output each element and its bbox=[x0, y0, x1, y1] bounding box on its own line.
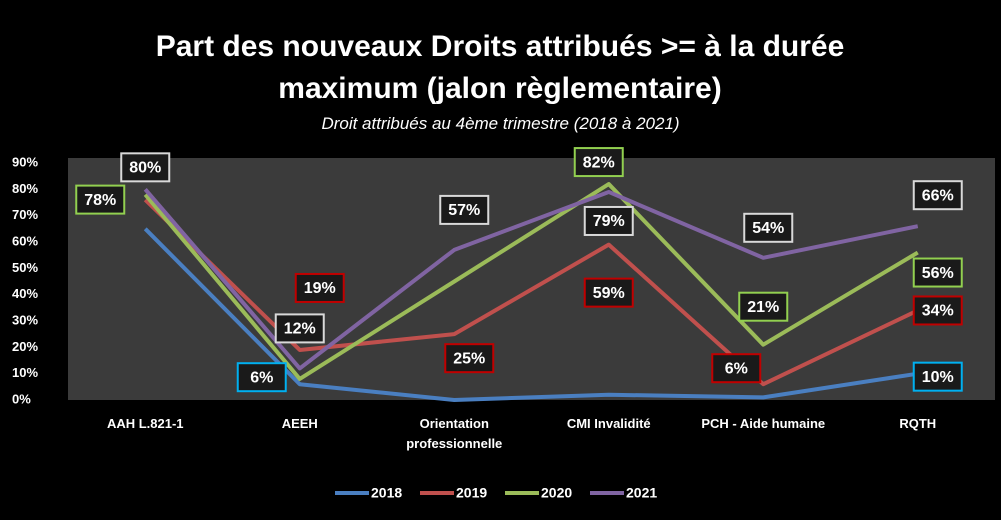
data-label-box bbox=[583, 205, 634, 236]
data-label: 34% bbox=[922, 303, 954, 320]
data-label: 78% bbox=[84, 192, 116, 209]
data-label-box bbox=[573, 147, 624, 178]
y-tick-label: 50% bbox=[12, 260, 38, 275]
data-label: 6% bbox=[725, 360, 748, 377]
data-label-box bbox=[711, 353, 762, 384]
legend-label: 2021 bbox=[626, 485, 657, 501]
x-tick-label: Orientation professionnelle bbox=[406, 416, 503, 451]
y-tick-label: 80% bbox=[12, 181, 38, 196]
plot-area bbox=[68, 158, 995, 400]
y-tick-label: 0% bbox=[12, 391, 31, 406]
data-label: 21% bbox=[747, 299, 779, 316]
data-label: 56% bbox=[922, 265, 954, 282]
legend-label: 2020 bbox=[541, 485, 572, 501]
y-tick-label: 20% bbox=[12, 339, 38, 354]
data-label-box bbox=[912, 257, 963, 288]
data-label: 54% bbox=[752, 220, 784, 237]
data-label-box bbox=[75, 184, 126, 215]
data-label-box bbox=[274, 313, 325, 344]
x-tick-label: CMI Invalidité bbox=[566, 416, 651, 431]
x-tick-label: AEEH bbox=[281, 416, 318, 431]
x-tick-label: PCH - Aide humaine bbox=[701, 416, 826, 431]
series-line bbox=[143, 182, 919, 381]
data-label: 66% bbox=[922, 187, 954, 204]
legend-label: 2019 bbox=[456, 485, 487, 501]
data-label: 19% bbox=[304, 280, 336, 297]
series-line bbox=[143, 198, 919, 387]
data-label-box bbox=[912, 295, 963, 326]
data-label-box bbox=[743, 212, 794, 243]
data-label: 10% bbox=[922, 369, 954, 386]
chart-subtitle: Droit attribués au 4ème trimestre (2018 … bbox=[321, 114, 680, 133]
series-line bbox=[143, 188, 919, 371]
data-label-box bbox=[294, 272, 345, 303]
series-line bbox=[143, 227, 919, 402]
y-tick-label: 60% bbox=[12, 233, 38, 248]
data-label-box bbox=[912, 180, 963, 211]
legend-label: 2018 bbox=[371, 485, 402, 501]
data-label-box bbox=[444, 343, 495, 374]
data-label: 80% bbox=[129, 160, 161, 177]
y-tick-label: 10% bbox=[12, 365, 38, 380]
y-tick-label: 40% bbox=[12, 286, 38, 301]
data-label: 79% bbox=[593, 213, 625, 230]
data-label-box bbox=[120, 152, 171, 183]
data-label-box bbox=[912, 361, 963, 392]
data-label: 12% bbox=[284, 321, 316, 338]
data-label: 59% bbox=[593, 285, 625, 302]
chart-title: Part des nouveaux Droits attribués >= à … bbox=[155, 30, 845, 105]
data-label-box bbox=[738, 291, 789, 322]
data-label: 6% bbox=[250, 369, 273, 386]
data-label-box bbox=[583, 277, 634, 308]
y-tick-label: 70% bbox=[12, 207, 38, 222]
y-tick-label: 30% bbox=[12, 312, 38, 327]
data-label: 82% bbox=[583, 154, 615, 171]
y-tick-label: 90% bbox=[12, 154, 38, 169]
x-tick-label: RQTH bbox=[899, 416, 937, 431]
data-label-box bbox=[236, 362, 287, 393]
x-tick-label: AAH L.821-1 bbox=[106, 416, 184, 431]
data-label-box bbox=[439, 194, 490, 225]
data-label: 25% bbox=[453, 350, 485, 367]
data-label: 57% bbox=[448, 202, 480, 219]
